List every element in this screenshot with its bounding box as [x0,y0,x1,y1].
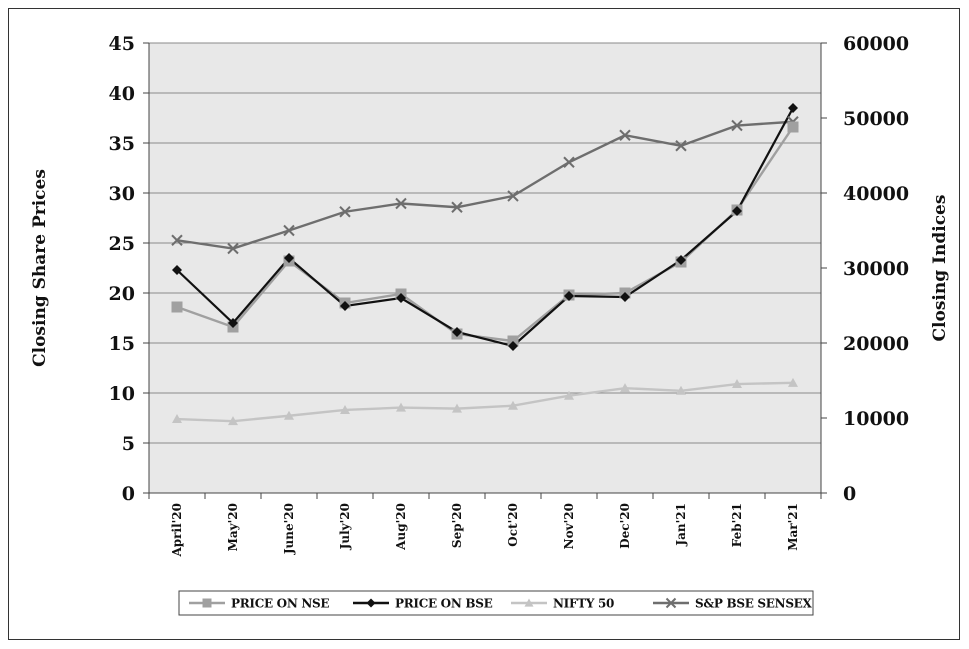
legend: PRICE ON NSE PRICE ON BSE NIFTY 50 S&P BSE … [178,590,814,616]
legend-label-s-p-bse-sensex: S&P BSE SENSEX [695,597,813,611]
tick-label-x: April'20 [170,503,184,558]
tick-label-right: 50000 [843,108,909,130]
tick-label-x: Aug'20 [394,503,408,551]
data-point-nifty-50 [340,404,350,414]
y-axis-left-title: Closing Share Prices [30,169,50,367]
tick-label-left: 25 [109,233,135,255]
tick-label-left: 15 [109,333,135,355]
data-point-price-on-bse [508,341,518,351]
data-point-s-p-bse-sensex [619,129,631,141]
data-point-price-on-bse [620,292,630,302]
tick-label-x: Oct'20 [506,503,520,547]
tick-label-left: 30 [109,183,135,205]
data-point-s-p-bse-sensex [283,224,295,237]
legend-marker-s-p-bse-sensex [665,597,677,609]
tick-label-left: 0 [122,483,135,505]
tick-label-left: 20 [109,283,135,305]
series-line-price-on-bse [176,107,794,348]
y-axis-right-title: Closing Indices [930,195,950,342]
data-point-s-p-bse-sensex [507,190,519,202]
tick-label-left: 10 [109,383,135,405]
data-point-price-on-bse [732,206,742,216]
data-point-s-p-bse-sensex [227,242,239,255]
tick-label-right: 20000 [843,333,909,355]
legend-marker-price-on-bse [366,598,376,608]
data-point-nifty-50 [620,383,630,393]
data-point-s-p-bse-sensex [731,119,743,132]
data-point-price-on-bse [396,293,406,303]
data-point-price-on-bse [788,103,798,113]
data-point-price-on-bse [284,253,294,263]
data-point-s-p-bse-sensex [451,201,463,213]
data-point-price-on-bse [340,301,350,311]
tick-label-left: 35 [109,133,135,155]
tick-label-right: 40000 [843,183,909,205]
series-line-price-on-nse [176,126,794,343]
line-chart: 0 5 10 15 20 25 30 35 40 45 0 10000 20000 30000 40000… [30,33,950,616]
tick-label-x: Feb'21 [730,503,744,547]
chart-frame: 0 5 10 15 20 25 30 35 40 45 0 10000 20000 30000 40000… [8,8,960,640]
tick-label-x: July'20 [338,503,352,550]
data-point-nifty-50 [788,377,798,387]
tick-label-x: Mar'21 [786,503,800,551]
tick-label-right: 30000 [843,258,909,280]
plot-area [149,43,821,493]
tick-label-left: 40 [109,83,135,105]
data-point-nifty-50 [228,416,238,426]
tick-label-x: Sep'20 [450,503,464,548]
tick-label-x: May'20 [226,503,240,551]
tick-label-right: 0 [843,483,856,505]
data-point-price-on-bse [228,318,238,328]
series-line-s-p-bse-sensex [176,120,794,250]
data-point-s-p-bse-sensex [395,197,407,210]
tick-label-right: 60000 [843,33,909,55]
data-point-nifty-50 [452,403,462,413]
data-point-price-on-nse [787,121,799,133]
legend-label-price-on-nse: PRICE ON NSE [231,597,329,611]
data-point-nifty-50 [172,414,182,424]
legend-label-nifty-50: NIFTY 50 [553,597,614,611]
data-point-nifty-50 [508,400,518,410]
data-point-price-on-bse [172,265,182,275]
legend-marker-nifty-50 [524,598,534,607]
tick-label-x: Jan'21 [674,503,688,547]
data-point-nifty-50 [676,385,686,395]
series-line-nifty-50 [176,381,794,423]
data-point-price-on-bse [452,327,462,337]
data-point-s-p-bse-sensex [171,234,183,246]
tick-label-x: Dec'20 [618,503,632,549]
data-point-s-p-bse-sensex [675,140,687,152]
data-point-nifty-50 [396,402,406,412]
tick-label-x: Nov'20 [562,503,576,549]
tick-label-right: 10000 [843,408,909,430]
tick-label-left: 45 [109,33,135,55]
legend-marker-price-on-nse [202,598,212,608]
data-point-price-on-bse [676,255,686,265]
data-point-s-p-bse-sensex [339,206,351,218]
data-point-nifty-50 [284,410,294,420]
data-point-nifty-50 [732,379,742,389]
data-point-price-on-bse [564,291,574,301]
tick-label-x: June'20 [282,503,296,555]
legend-label-price-on-bse: PRICE ON BSE [395,597,493,611]
tick-label-left: 5 [122,433,135,455]
data-point-nifty-50 [564,390,574,400]
data-point-price-on-nse [171,301,183,313]
data-point-s-p-bse-sensex [563,156,575,168]
